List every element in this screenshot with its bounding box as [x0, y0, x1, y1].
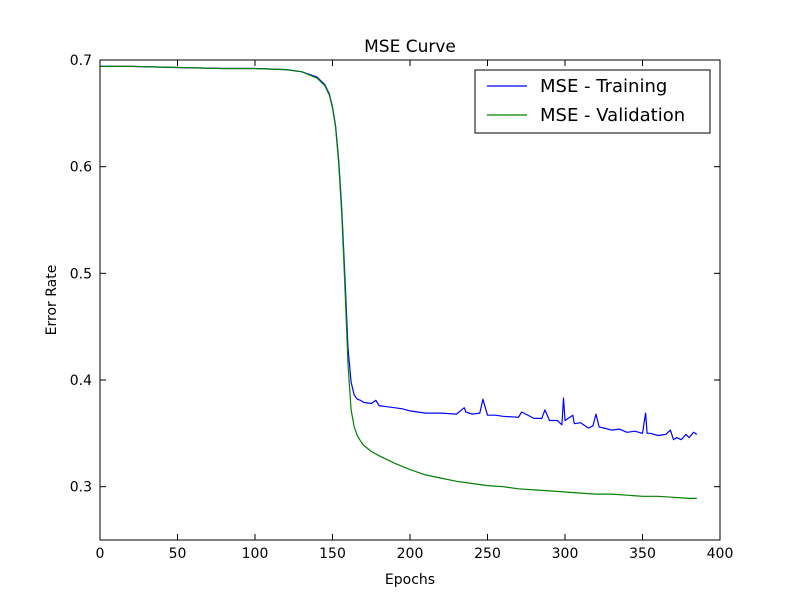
y-tick-label-0-5: 0.5 [70, 266, 92, 282]
y-tick-label-0-4: 0.4 [70, 373, 92, 389]
y-axis-ticks: 0.3 0.4 0.5 0.6 0.7 [70, 53, 720, 496]
x-tick-label-50: 50 [169, 546, 187, 562]
x-tick-label-300: 300 [552, 546, 579, 562]
y-axis-label: Error Rate [44, 265, 60, 336]
y-tick-label-0-3: 0.3 [70, 480, 92, 496]
y-tick-label-0-6: 0.6 [70, 160, 92, 176]
y-tick-label-0-7: 0.7 [70, 53, 92, 69]
legend-box [474, 69, 711, 134]
legend-label-training: MSE - Training [540, 76, 667, 97]
x-tick-label-350: 350 [629, 546, 656, 562]
x-tick-label-100: 100 [242, 546, 269, 562]
legend-label-validation: MSE - Validation [540, 105, 685, 126]
chart-title: MSE Curve [364, 37, 456, 57]
series-layer [100, 65, 698, 499]
x-axis-ticks: 0 50 100 150 200 250 300 350 400 [96, 60, 734, 562]
x-tick-label-250: 250 [474, 546, 501, 562]
series-line-mse-validation [100, 65, 697, 499]
legend: MSE - Training MSE - Validation [474, 69, 711, 134]
plot-area [100, 60, 720, 540]
x-tick-label-200: 200 [397, 546, 424, 562]
x-tick-label-400: 400 [707, 546, 734, 562]
x-tick-label-150: 150 [319, 546, 346, 562]
x-tick-label-0: 0 [96, 546, 105, 562]
x-axis-label: Epochs [385, 572, 435, 588]
